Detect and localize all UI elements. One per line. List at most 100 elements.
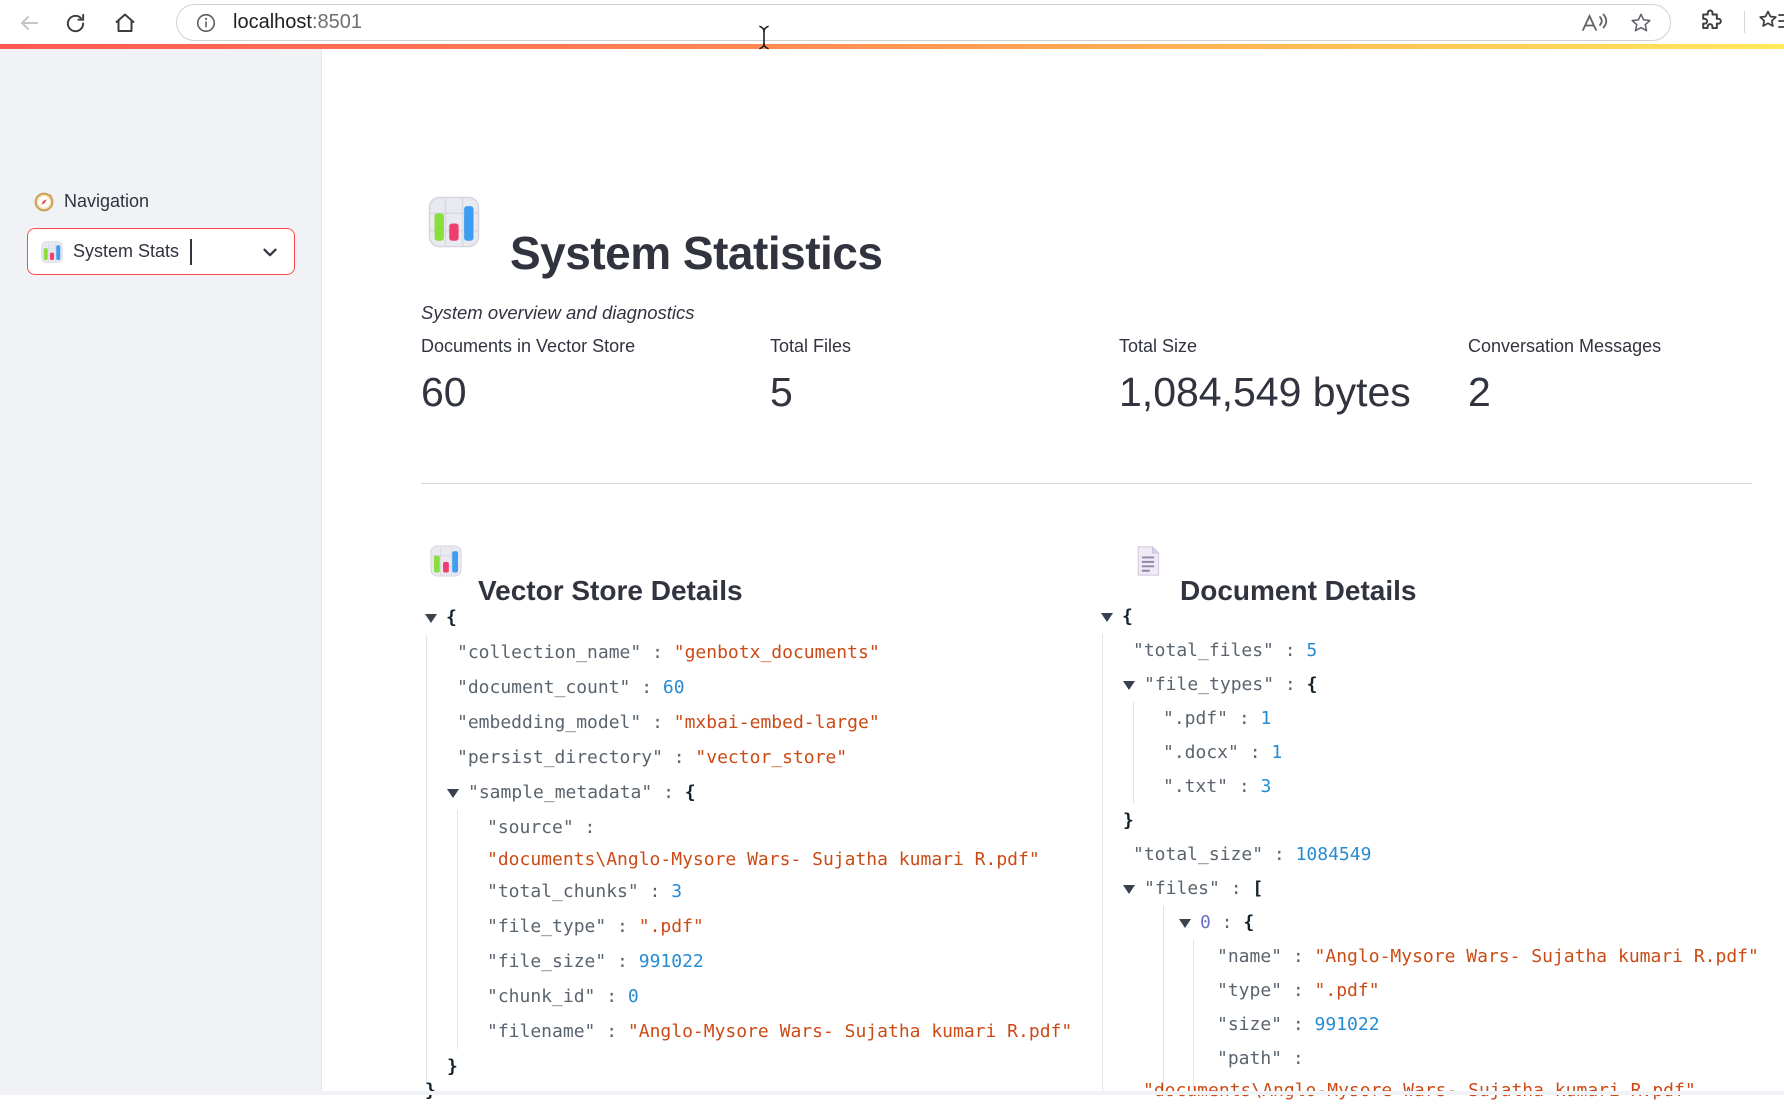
json-token-string: ".pdf" bbox=[639, 916, 704, 937]
json-token-key: "filename" bbox=[487, 1021, 595, 1042]
home-icon[interactable] bbox=[110, 8, 140, 38]
json-row: "total_chunks" : 3 bbox=[421, 874, 1097, 909]
json-token-colon: : bbox=[606, 916, 639, 937]
bar-chart-icon bbox=[430, 545, 462, 577]
json-token-colon: : bbox=[1220, 878, 1253, 899]
json-row: "collection_name" : "genbotx_documents" bbox=[421, 635, 1097, 670]
json-token-colon: : bbox=[1282, 1048, 1304, 1069]
json-token-number: 0 bbox=[628, 986, 639, 1007]
text-cursor-ibeam bbox=[757, 25, 771, 50]
json-token-colon: : bbox=[1228, 776, 1261, 797]
json-row: "file_type" : ".pdf" bbox=[421, 909, 1097, 944]
json-token-number: 60 bbox=[663, 677, 685, 698]
json-token-brace: { bbox=[685, 782, 696, 803]
read-aloud-icon[interactable] bbox=[1580, 12, 1608, 34]
json-row: 0 : { bbox=[1097, 906, 1784, 940]
browser-chrome: localhost:8501 bbox=[0, 0, 1784, 44]
vector-store-json-viewer: { "collection_name" : "genbotx_documents"… bbox=[421, 600, 1097, 1098]
json-token-key: "name" bbox=[1217, 946, 1282, 967]
json-row: "embedding_model" : "mxbai-embed-large" bbox=[421, 705, 1097, 740]
json-row: "total_files" : 5 bbox=[1097, 634, 1784, 668]
bar-chart-icon bbox=[41, 241, 63, 263]
json-row: ".docx" : 1 bbox=[1097, 736, 1784, 770]
json-token-string: "vector_store" bbox=[695, 747, 847, 768]
json-token-colon: : bbox=[639, 881, 672, 902]
json-token-string: "genbotx_documents" bbox=[674, 642, 880, 663]
sidebar: Navigation System Stats bbox=[0, 49, 322, 1095]
json-token-brace: } bbox=[1123, 810, 1134, 831]
collapse-toggle-icon[interactable] bbox=[447, 789, 459, 798]
json-row: { bbox=[1097, 600, 1784, 634]
json-token-colon: : bbox=[1274, 674, 1307, 695]
json-token-key: ".pdf" bbox=[1163, 708, 1228, 729]
json-token-string: "documents\Anglo-Mysore Wars- Sujatha ku… bbox=[487, 849, 1040, 870]
url-text: localhost:8501 bbox=[233, 11, 362, 34]
json-token-colon: : bbox=[1282, 946, 1315, 967]
json-row: ".pdf" : 1 bbox=[1097, 702, 1784, 736]
document-details-json-viewer: { "total_files" : 5 "file_types" : { ".pdf"… bbox=[1097, 600, 1784, 1105]
json-token-key: "total_files" bbox=[1133, 640, 1274, 661]
json-token-colon: : bbox=[630, 677, 663, 698]
metrics-row: Documents in Vector Store60Total Files 5T… bbox=[421, 334, 1784, 418]
collapse-toggle-icon[interactable] bbox=[1179, 919, 1191, 928]
url-host: localhost bbox=[233, 11, 312, 33]
json-token-colon: : bbox=[641, 642, 674, 663]
json-token-index: 0 bbox=[1200, 912, 1211, 933]
json-token-key: "file_size" bbox=[487, 951, 606, 972]
json-token-colon: : bbox=[1228, 708, 1261, 729]
json-token-brace: { bbox=[1122, 606, 1133, 627]
json-row: "size" : 991022 bbox=[1097, 1008, 1784, 1042]
metric: Total Size1,084,549 bytes bbox=[1119, 334, 1468, 418]
json-row: ".txt" : 3 bbox=[1097, 770, 1784, 804]
json-row: "chunk_id" : 0 bbox=[421, 979, 1097, 1014]
json-row: "files" : [ bbox=[1097, 872, 1784, 906]
collapse-toggle-icon[interactable] bbox=[425, 614, 437, 623]
back-icon[interactable] bbox=[14, 8, 44, 38]
json-token-key: "type" bbox=[1217, 980, 1282, 1001]
refresh-icon[interactable] bbox=[60, 8, 90, 38]
json-token-brace: { bbox=[1243, 912, 1254, 933]
json-token-key: "path" bbox=[1217, 1048, 1282, 1069]
json-token-key: "source" bbox=[487, 817, 574, 838]
json-row: "path" : bbox=[1097, 1042, 1784, 1076]
json-token-key: "file_type" bbox=[487, 916, 606, 937]
json-token-key: "embedding_model" bbox=[457, 712, 641, 733]
json-token-brace: { bbox=[446, 607, 457, 628]
json-token-colon: : bbox=[1239, 742, 1272, 763]
sidebar-nav-label: Navigation bbox=[64, 191, 149, 212]
json-token-number: 991022 bbox=[639, 951, 704, 972]
section-divider bbox=[421, 483, 1752, 484]
site-info-icon[interactable] bbox=[195, 12, 217, 34]
json-row: "file_size" : 991022 bbox=[421, 944, 1097, 979]
json-token-colon: : bbox=[663, 747, 696, 768]
json-row: "filename" : "Anglo-Mysore Wars- Sujatha… bbox=[421, 1014, 1097, 1049]
favorites-bar-icon[interactable] bbox=[1758, 8, 1784, 34]
json-token-brace: } bbox=[447, 1056, 458, 1077]
json-token-string: "mxbai-embed-large" bbox=[674, 712, 880, 733]
json-token-colon: : bbox=[641, 712, 674, 733]
json-token-key: "files" bbox=[1144, 878, 1220, 899]
url-bar[interactable]: localhost:8501 bbox=[176, 4, 1671, 41]
json-token-number: 1084549 bbox=[1296, 844, 1372, 865]
favorite-star-icon[interactable] bbox=[1630, 12, 1652, 34]
json-token-colon: : bbox=[652, 782, 685, 803]
metric-value: 5 bbox=[770, 366, 1119, 418]
metric: Documents in Vector Store60 bbox=[421, 334, 770, 418]
json-token-key: "file_types" bbox=[1144, 674, 1274, 695]
collapse-toggle-icon[interactable] bbox=[1123, 681, 1135, 690]
metric-label: Total Size bbox=[1119, 334, 1468, 358]
page-selectbox[interactable]: System Stats bbox=[27, 228, 295, 275]
metric-label: Conversation Messages bbox=[1468, 334, 1784, 358]
metric-value: 60 bbox=[421, 366, 770, 418]
metric-label: Total Files bbox=[770, 334, 1119, 358]
collapse-toggle-icon[interactable] bbox=[1123, 885, 1135, 894]
chevron-down-icon bbox=[259, 241, 281, 263]
json-row: "sample_metadata" : { bbox=[421, 775, 1097, 810]
collapse-toggle-icon[interactable] bbox=[1101, 613, 1113, 622]
json-token-string: "Anglo-Mysore Wars- Sujatha kumari R.pdf… bbox=[1315, 946, 1759, 967]
json-token-key: "persist_directory" bbox=[457, 747, 663, 768]
json-row: "type" : ".pdf" bbox=[1097, 974, 1784, 1008]
json-token-key: "size" bbox=[1217, 1014, 1282, 1035]
extensions-icon[interactable] bbox=[1698, 8, 1724, 34]
sidebar-nav-header: Navigation bbox=[34, 191, 149, 212]
